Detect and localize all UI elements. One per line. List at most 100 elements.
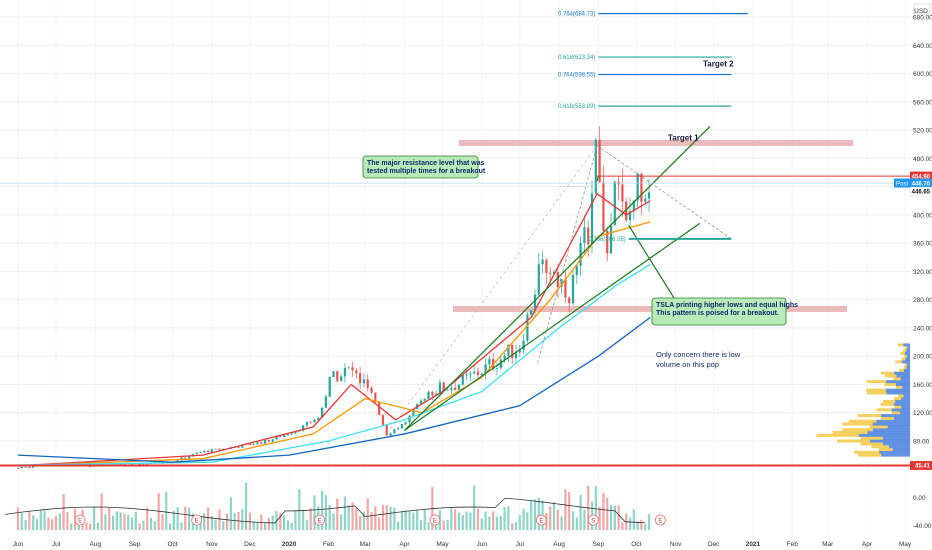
- volume-bar: [537, 497, 540, 530]
- moving-average-1: [17, 192, 651, 467]
- candle-body: [511, 344, 514, 359]
- price-tick: 240.00: [913, 325, 932, 332]
- target-2-label: Target 2: [703, 59, 734, 68]
- candle-body: [260, 442, 263, 444]
- volume-bar: [644, 523, 647, 530]
- candle-body: [461, 374, 464, 385]
- volume-bar: [400, 511, 404, 530]
- volume-profile: [816, 343, 910, 457]
- volume-bar: [362, 511, 366, 530]
- volume-bar: [130, 517, 134, 530]
- volume-bar: [640, 519, 643, 530]
- candle-body: [362, 379, 366, 384]
- price-tick: 360.00: [913, 241, 932, 248]
- profile-bar: [897, 343, 904, 347]
- candle-body: [347, 367, 350, 369]
- price-tag-1: [894, 178, 932, 188]
- volume-bar: [302, 510, 305, 530]
- candle-body: [480, 373, 483, 376]
- candle-body: [309, 422, 312, 424]
- volume-bar: [564, 489, 567, 530]
- volume-bar: [108, 507, 111, 530]
- event-marker-5: [587, 514, 599, 526]
- candle-body: [123, 464, 126, 465]
- profile-bar: [891, 408, 910, 412]
- volume-bar: [347, 505, 350, 530]
- volume-bar: [149, 517, 153, 530]
- price-axis-bg: [910, 0, 932, 540]
- profile-bar: [842, 428, 873, 432]
- profile-bar: [858, 433, 910, 437]
- candle-body: [571, 274, 575, 304]
- volume-bar: [602, 492, 605, 530]
- candle-body: [499, 359, 502, 369]
- volume-bar: [146, 507, 149, 530]
- profile-bar: [881, 414, 910, 418]
- profile-bar: [900, 351, 905, 355]
- candle-body: [16, 467, 20, 469]
- profile-bar: [906, 349, 910, 353]
- volume-bar: [511, 523, 514, 530]
- volume-bar: [47, 517, 50, 530]
- candle-body: [632, 200, 635, 212]
- volume-bars: [4, 482, 651, 530]
- price-candles: [16, 126, 651, 469]
- profile-bar: [880, 402, 894, 406]
- candle-body: [237, 447, 240, 448]
- volume-bar: [210, 516, 213, 530]
- resistance-zone-upper: [459, 140, 853, 146]
- candle-body: [583, 227, 586, 243]
- volume-bar: [263, 522, 267, 530]
- volume-bar: [397, 521, 400, 530]
- time-label: Nov: [670, 541, 682, 548]
- volume-ma-line: [4, 497, 646, 524]
- resistance-zone-lower: [453, 306, 847, 312]
- time-label: Apr: [399, 541, 410, 548]
- candle-body: [454, 387, 457, 390]
- candle-body: [355, 370, 358, 374]
- profile-bar: [905, 357, 910, 361]
- candle-body: [214, 448, 217, 450]
- price-tag-value-2: 446.65: [912, 190, 931, 196]
- time-label: Feb: [787, 541, 799, 548]
- candle-body: [317, 417, 320, 421]
- price-tick: 320.00: [913, 269, 932, 276]
- candle-body: [389, 433, 392, 436]
- volume-bar: [526, 512, 529, 530]
- volume-bar: [385, 505, 388, 530]
- candle-body: [438, 382, 442, 394]
- candle-body: [374, 392, 377, 402]
- volume-bar: [104, 514, 107, 530]
- volume-bar: [328, 505, 331, 530]
- profile-bar: [903, 349, 907, 353]
- volume-bar: [279, 512, 282, 530]
- time-label: Dec: [244, 541, 256, 548]
- volume-bar: [165, 491, 168, 530]
- candle-body: [457, 384, 461, 390]
- candle-body: [560, 279, 563, 288]
- volume-bar: [476, 508, 480, 530]
- candle-body: [400, 424, 404, 429]
- profile-bar: [896, 374, 910, 378]
- candle-body: [640, 173, 643, 202]
- candle-body: [503, 355, 506, 360]
- profile-bar: [888, 445, 910, 449]
- candle-body: [279, 436, 282, 438]
- volume-bar: [283, 515, 286, 530]
- volume-bar: [492, 511, 495, 530]
- volume-bar: [408, 510, 411, 530]
- event-marker-1: [191, 514, 203, 526]
- time-axis[interactable]: Jun Jul Aug Sep Oct Nov Dec 2020 Feb Mar Apr May Jun…: [13, 541, 912, 548]
- volume-tick: 0.00: [913, 495, 926, 502]
- higher-lows-note-text-0: TSLA printing higher lows and equal high…: [656, 302, 798, 309]
- profile-bar: [860, 436, 883, 440]
- candle-body: [628, 211, 632, 221]
- volume-bar: [389, 506, 392, 530]
- price-tag-value-1: 446.70: [912, 181, 931, 187]
- candle-body: [484, 364, 487, 374]
- time-label: May: [899, 541, 912, 548]
- candle-body: [385, 425, 388, 436]
- profile-bar: [885, 374, 897, 378]
